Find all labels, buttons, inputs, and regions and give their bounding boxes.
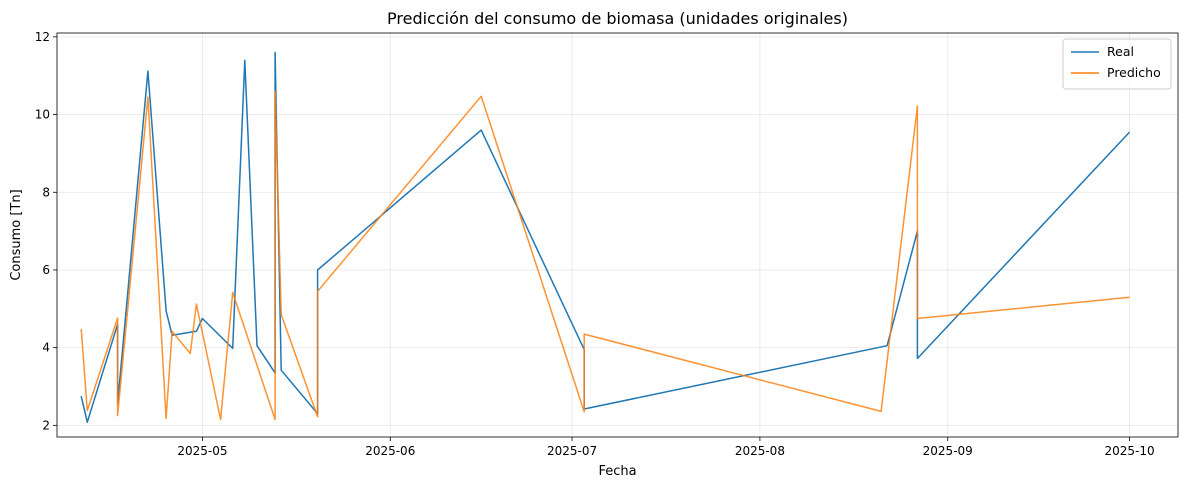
legend: Real Predicho [1062, 38, 1172, 90]
x-axis-label: Fecha [598, 464, 636, 479]
x-axis: 2025-05 2025-06 2025-07 2025-08 2025-09 2025-… [177, 437, 1155, 458]
plot-frame [56, 32, 1179, 438]
legend-label-real: Real [1107, 44, 1134, 59]
x-tick-label: 2025-06 [365, 444, 415, 458]
series-line-predicho [80, 90, 1130, 421]
x-tick-label: 2025-07 [547, 444, 597, 458]
legend-label-predicho: Predicho [1107, 65, 1161, 80]
y-tick-label: 10 [35, 108, 50, 122]
series-line-real [80, 51, 1131, 423]
y-axis: 2 4 6 8 10 12 [35, 30, 57, 432]
y-tick-label: 12 [35, 30, 50, 44]
x-tick-label: 2025-08 [735, 444, 785, 458]
y-axis-label: Consumo [Tn] [9, 189, 24, 280]
y-tick-label: 4 [42, 341, 50, 355]
chart-title: Predicción del consumo de biomasa (unida… [387, 9, 848, 28]
y-tick-label: 2 [42, 418, 50, 432]
x-tick-label: 2025-09 [923, 444, 973, 458]
y-tick-label: 8 [42, 185, 50, 199]
x-tick-label: 2025-10 [1104, 444, 1154, 458]
series-lines [80, 51, 1131, 423]
grid [57, 33, 1178, 437]
y-tick-label: 6 [42, 263, 50, 277]
x-tick-label: 2025-05 [177, 444, 227, 458]
